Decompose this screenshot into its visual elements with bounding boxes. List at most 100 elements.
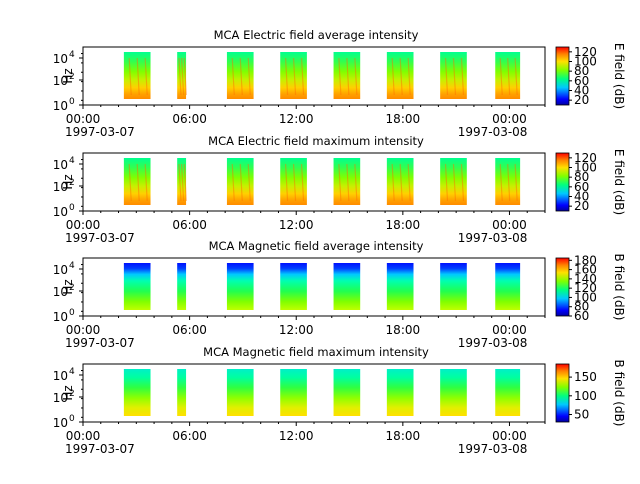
spectrogram-block [440,369,467,416]
spectrogram-streak [499,163,503,202]
x-tick-label: 12:00 [279,112,314,126]
spectrogram-streak [444,57,449,96]
spectrogram-streak [399,163,403,202]
spectrogram-streak [178,163,182,202]
spectrogram-streak [144,57,148,96]
y-tick-exponent: 0 [69,308,75,318]
spectrogram-streak [300,57,305,96]
spectrogram-streak [239,57,243,96]
x-tick-label: 12:00 [279,218,314,232]
spectrogram-block [123,263,151,310]
colorbar-label: B field (dB) [612,360,626,427]
colorbar-tick-label: 60 [574,309,589,323]
plot-frame [82,152,546,212]
spectrogram-streak [136,57,140,96]
spectrogram-block [226,369,254,416]
x-tick-label: 18:00 [386,323,421,337]
spectrogram-streak [399,57,403,96]
spectrogram-streak [391,57,395,96]
spectrogram-block [333,369,361,416]
spectrogram-streak [128,57,132,96]
spectrogram-block [386,263,414,310]
x-tick-label: 06:00 [172,218,207,232]
colorbar-label: B field (dB) [612,254,626,321]
date-end-label: 1997-03-08 [458,125,528,139]
y-tick-label: 10 [53,416,68,430]
y-tick-exponent: 2 [69,72,75,82]
spectrogram-block [440,158,467,205]
spectrogram-streak [247,57,251,96]
colorbar [555,363,570,423]
colorbar [555,46,570,106]
spectrogram-streak [444,163,449,202]
spectrogram-block [386,52,414,99]
spectrogram-streak [407,163,411,202]
spectrogram-block [333,52,361,99]
x-tick-label: 00:00 [492,112,527,126]
x-tick-label: 00:00 [492,429,527,443]
x-tick-label: 12:00 [279,323,314,337]
spectrogram-block [333,263,361,310]
spectrogram-streak [452,163,457,202]
spectrogram-streak [460,57,465,96]
spectrogram-block [386,369,414,416]
y-tick-label: 10 [53,74,68,88]
y-tick-label: 10 [53,180,68,194]
y-tick-label: 10 [53,285,68,299]
spectrogram-streak [499,57,503,96]
colorbar-tick-label: 80 [574,64,589,78]
colorbar-tick-label: 100 [574,55,597,69]
colorbar-tick-label: 60 [574,74,589,88]
panel-4: MCA Magnetic field maximum intensityHz10… [53,345,626,456]
panel-1: MCA Electric field average intensityHz10… [53,28,626,139]
x-tick-label: 00:00 [66,429,101,443]
panel-title: MCA Magnetic field average intensity [209,239,424,253]
spectrogram-streak [407,57,411,96]
plot-frame [82,46,546,106]
y-axis-label: Hz [61,68,75,83]
spectrogram-streak [514,163,518,202]
y-axis-label: Hz [61,174,75,189]
x-tick-label: 18:00 [386,112,421,126]
colorbar [555,152,570,212]
spectrogram-block [123,52,151,99]
x-tick-label: 00:00 [66,112,101,126]
colorbar-tick-label: 80 [574,300,589,314]
spectrogram-streak [128,163,132,202]
x-tick-label: 00:00 [66,218,101,232]
spectrogram-streak [178,57,182,96]
y-tick-label: 10 [53,158,68,172]
date-end-label: 1997-03-08 [458,336,528,350]
spectrogram-block [177,263,187,310]
date-end-label: 1997-03-08 [458,231,528,245]
spectrogram-block [495,369,521,416]
spectrogram-streak [292,57,297,96]
spectrogram-streak [514,57,518,96]
spectrogram-streak [354,163,358,202]
spectrogram-streak [346,57,350,96]
spectrogram-streak [507,163,511,202]
spectrogram-block [333,158,361,205]
y-tick-label: 10 [53,52,68,66]
spectrogram-streak [460,163,465,202]
colorbar-tick-label: 140 [574,272,597,286]
colorbar-label: E field (dB) [612,43,626,109]
date-start-label: 1997-03-07 [65,442,135,456]
colorbar-tick-label: 120 [574,45,597,59]
spectrogram-streak [452,57,457,96]
spectrogram-streak [183,57,187,96]
colorbar-tick-label: 120 [574,151,597,165]
colorbar [555,257,570,317]
spectrogram-streak [231,163,235,202]
colorbar-tick-label: 50 [574,408,589,422]
y-tick-exponent: 4 [69,261,75,271]
spectrogram-block [495,263,521,310]
y-tick-exponent: 0 [69,414,75,424]
colorbar-tick-label: 120 [574,281,597,295]
plot-frame [82,363,546,423]
colorbar-tick-label: 80 [574,170,589,184]
y-tick-exponent: 2 [69,178,75,188]
spectrogram-streak [338,163,342,202]
y-tick-label: 10 [53,205,68,219]
